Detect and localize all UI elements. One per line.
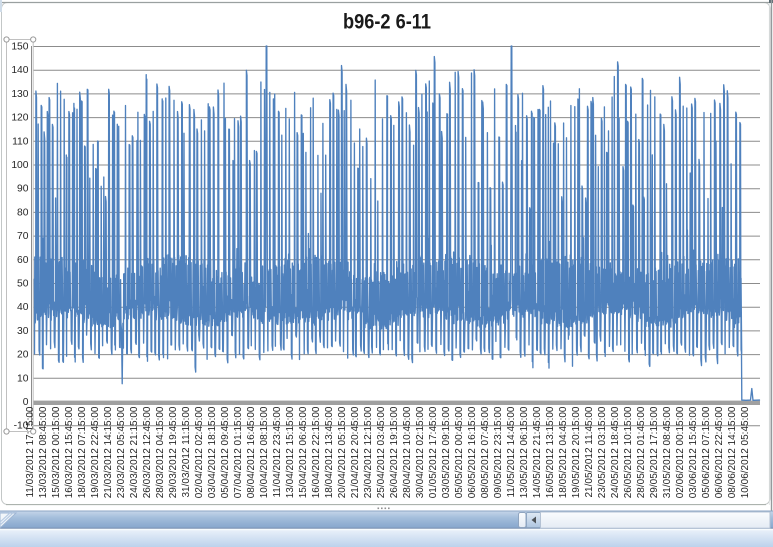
- svg-text:05/04/2012 09:45:00: 05/04/2012 09:45:00: [220, 406, 231, 498]
- svg-text:23/03/2012 05:45:00: 23/03/2012 05:45:00: [116, 406, 127, 498]
- svg-text:18/05/2012 04:45:00: 18/05/2012 04:45:00: [558, 406, 569, 498]
- svg-text:29/05/2012 17:15:00: 29/05/2012 17:15:00: [649, 406, 660, 498]
- svg-text:20: 20: [17, 350, 29, 361]
- svg-text:07/04/2012 01:15:00: 07/04/2012 01:15:00: [233, 406, 244, 498]
- svg-text:08/06/2012 14:15:00: 08/06/2012 14:15:00: [727, 406, 738, 498]
- svg-text:23/05/2012 03:15:00: 23/05/2012 03:15:00: [597, 406, 608, 498]
- svg-text:70: 70: [17, 231, 29, 242]
- svg-text:60: 60: [17, 255, 29, 266]
- svg-text:16/05/2012 13:15:00: 16/05/2012 13:15:00: [545, 406, 556, 498]
- svg-text:0: 0: [23, 397, 29, 408]
- svg-text:26/05/2012 10:15:00: 26/05/2012 10:15:00: [623, 406, 634, 498]
- svg-text:10/06/2012 05:45:00: 10/06/2012 05:45:00: [740, 406, 751, 498]
- svg-text:13/03/2012 08:45:00: 13/03/2012 08:45:00: [38, 406, 49, 498]
- svg-text:15/04/2012 06:45:00: 15/04/2012 06:45:00: [298, 406, 309, 498]
- svg-text:10/04/2012 08:15:00: 10/04/2012 08:15:00: [259, 406, 270, 498]
- svg-text:08/05/2012 07:45:00: 08/05/2012 07:45:00: [480, 406, 491, 498]
- svg-text:100: 100: [11, 160, 28, 171]
- svg-text:21/05/2012 11:45:00: 21/05/2012 11:45:00: [584, 406, 595, 497]
- svg-text:30: 30: [17, 326, 29, 337]
- svg-text:b96-2 6-11: b96-2 6-11: [343, 11, 431, 34]
- svg-text:13/05/2012 06:15:00: 13/05/2012 06:15:00: [519, 406, 530, 498]
- svg-text:11/03/2012 17:15:00: 11/03/2012 17:15:00: [25, 406, 36, 497]
- svg-text:26/04/2012 19:15:00: 26/04/2012 19:15:00: [389, 406, 400, 498]
- svg-text:24/03/2012 21:15:00: 24/03/2012 21:15:00: [129, 406, 140, 498]
- svg-text:09/05/2012 23:15:00: 09/05/2012 23:15:00: [493, 406, 504, 498]
- svg-text:13/04/2012 15:15:00: 13/04/2012 15:15:00: [285, 406, 296, 498]
- svg-text:90: 90: [17, 184, 29, 195]
- svg-text:03/04/2012 18:15:00: 03/04/2012 18:15:00: [207, 406, 218, 498]
- svg-text:08/04/2012 16:45:00: 08/04/2012 16:45:00: [246, 406, 257, 498]
- svg-text:26/03/2012 12:45:00: 26/03/2012 12:45:00: [142, 406, 153, 498]
- svg-text:16/04/2012 22:15:00: 16/04/2012 22:15:00: [311, 406, 322, 498]
- svg-text:120: 120: [11, 113, 28, 124]
- svg-text:31/05/2012 08:45:00: 31/05/2012 08:45:00: [662, 406, 673, 498]
- svg-text:28/04/2012 10:45:00: 28/04/2012 10:45:00: [402, 406, 413, 498]
- svg-text:05/06/2012 07:15:00: 05/06/2012 07:15:00: [701, 406, 712, 498]
- svg-text:06/05/2012 16:15:00: 06/05/2012 16:15:00: [467, 406, 478, 498]
- svg-text:31/03/2012 11:15:00: 31/03/2012 11:15:00: [181, 406, 192, 497]
- svg-text:80: 80: [17, 207, 29, 218]
- svg-text:18/03/2012 07:15:00: 18/03/2012 07:15:00: [77, 406, 88, 498]
- svg-text:28/03/2012 04:15:00: 28/03/2012 04:15:00: [155, 406, 166, 498]
- svg-text:110: 110: [12, 136, 29, 147]
- svg-text:50: 50: [17, 279, 29, 290]
- svg-text:02/06/2012 00:15:00: 02/06/2012 00:15:00: [675, 406, 686, 498]
- svg-text:-10: -10: [14, 421, 29, 432]
- svg-text:02/04/2012 02:45:00: 02/04/2012 02:45:00: [194, 406, 205, 498]
- svg-text:16/03/2012 15:45:00: 16/03/2012 15:45:00: [64, 406, 75, 498]
- svg-text:03/06/2012 15:45:00: 03/06/2012 15:45:00: [688, 406, 699, 498]
- svg-text:01/05/2012 17:45:00: 01/05/2012 17:45:00: [428, 406, 439, 498]
- svg-text:14/05/2012 21:45:00: 14/05/2012 21:45:00: [532, 406, 543, 498]
- svg-text:11/05/2012 14:45:00: 11/05/2012 14:45:00: [506, 406, 517, 497]
- svg-text:10: 10: [17, 373, 29, 384]
- svg-text:05/05/2012 00:45:00: 05/05/2012 00:45:00: [454, 406, 465, 498]
- svg-text:15/03/2012 00:15:00: 15/03/2012 00:15:00: [51, 406, 62, 498]
- svg-text:140: 140: [11, 65, 28, 76]
- svg-text:06/06/2012 22:45:00: 06/06/2012 22:45:00: [714, 406, 725, 498]
- svg-text:28/05/2012 01:45:00: 28/05/2012 01:45:00: [636, 406, 647, 498]
- svg-text:150: 150: [11, 42, 28, 53]
- svg-text:11/04/2012 23:45:00: 11/04/2012 23:45:00: [272, 406, 283, 497]
- svg-text:19/05/2012 20:15:00: 19/05/2012 20:15:00: [571, 406, 582, 498]
- svg-text:130: 130: [11, 89, 28, 100]
- svg-text:29/03/2012 19:45:00: 29/03/2012 19:45:00: [168, 406, 179, 498]
- svg-text:23/04/2012 12:15:00: 23/04/2012 12:15:00: [363, 406, 374, 498]
- svg-text:03/05/2012 09:15:00: 03/05/2012 09:15:00: [441, 406, 452, 498]
- svg-text:25/04/2012 03:45:00: 25/04/2012 03:45:00: [376, 406, 387, 498]
- svg-text:21/03/2012 14:15:00: 21/03/2012 14:15:00: [103, 406, 114, 498]
- svg-text:21/04/2012 20:45:00: 21/04/2012 20:45:00: [350, 406, 361, 498]
- svg-text:40: 40: [17, 302, 29, 313]
- svg-text:24/05/2012 18:45:00: 24/05/2012 18:45:00: [610, 406, 621, 498]
- svg-text:20/04/2012 05:15:00: 20/04/2012 05:15:00: [337, 406, 348, 498]
- svg-text:19/03/2012 22:45:00: 19/03/2012 22:45:00: [90, 406, 101, 498]
- svg-text:18/04/2012 13:45:00: 18/04/2012 13:45:00: [324, 406, 335, 498]
- svg-text:30/04/2012 02:15:00: 30/04/2012 02:15:00: [415, 406, 426, 498]
